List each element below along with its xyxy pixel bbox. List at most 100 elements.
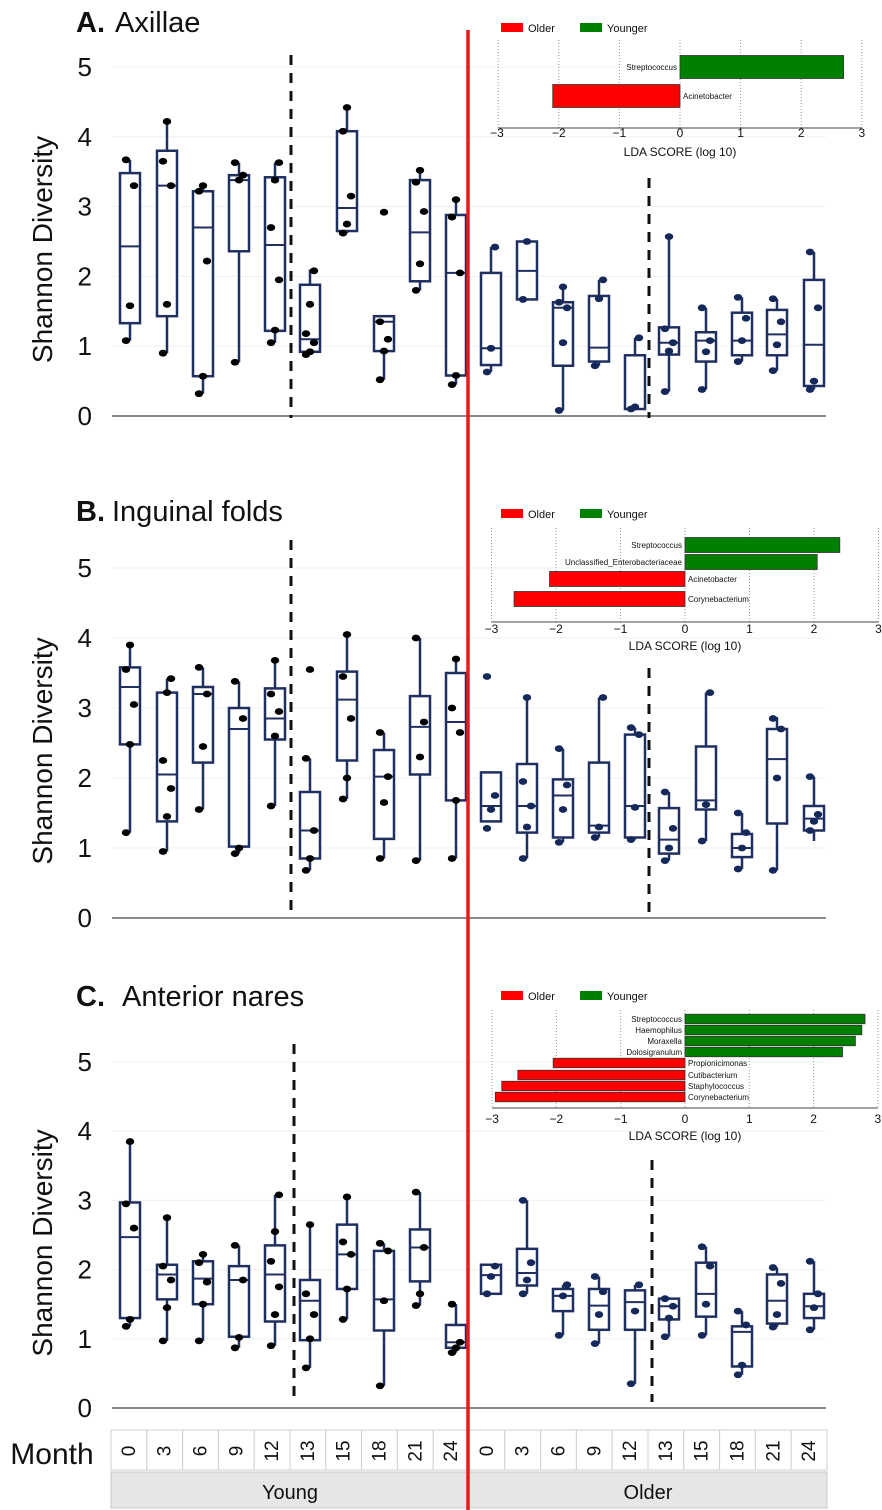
box-older-month-12 (623, 334, 647, 413)
month-cell (146, 1429, 184, 1471)
lda-tick-label: 2 (811, 622, 818, 636)
box-young-month-15 (335, 631, 359, 803)
month-cell (396, 1429, 434, 1471)
legend-swatch-older (501, 991, 523, 1000)
data-point (266, 690, 276, 698)
data-point (198, 1250, 208, 1258)
data-point (768, 367, 778, 375)
data-point (664, 1314, 674, 1322)
data-point (301, 867, 311, 874)
data-point (594, 295, 604, 303)
box-young-month-21 (408, 634, 432, 864)
y-tick-label: 1 (78, 1324, 92, 1354)
data-point (270, 1228, 280, 1235)
box-iqr (694, 745, 718, 811)
lda-bar-label: Corynebacterium (688, 1093, 749, 1102)
data-point (701, 801, 711, 808)
data-point (121, 1200, 131, 1208)
month-tick-label: 0 (477, 1446, 498, 1457)
data-point (238, 1276, 248, 1284)
box-older-month-0 (479, 673, 503, 832)
data-point (733, 809, 743, 817)
lda-bar (684, 1035, 856, 1047)
box-iqr (657, 806, 681, 855)
data-point (305, 300, 315, 308)
data-point (558, 1292, 568, 1300)
box-iqr (587, 761, 611, 834)
panel-3: 0 1 2 3 4 5 Shannon Diversity C. Anterior nares O… (27, 981, 882, 1423)
legend-swatch-older (501, 509, 523, 518)
data-point (668, 339, 678, 347)
box-older-month-9 (587, 694, 611, 841)
data-point (125, 1138, 135, 1145)
y-tick-label: 5 (78, 52, 92, 82)
data-point (121, 666, 131, 673)
month-tick-label: 13 (298, 1440, 319, 1461)
box-iqr (408, 1228, 432, 1283)
month-cell (325, 1429, 363, 1471)
data-point (660, 857, 670, 864)
data-point (411, 1188, 421, 1196)
box-older-month-21 (765, 295, 789, 375)
data-point (270, 657, 280, 664)
data-point (383, 1247, 393, 1255)
lda-tick-label: −2 (552, 126, 566, 140)
box-young-month-13 (298, 1221, 322, 1372)
data-point (554, 298, 564, 306)
box-young-month-3 (155, 118, 179, 357)
data-point (660, 1295, 670, 1303)
data-point (129, 1224, 139, 1232)
box-older-month-3 (515, 694, 539, 862)
data-point (305, 666, 315, 673)
data-point (158, 349, 168, 357)
data-point (558, 283, 568, 291)
lda-x-axis-label: LDA SCORE (log 10) (629, 639, 742, 653)
month-tick-label: 13 (656, 1440, 677, 1461)
data-point (198, 743, 208, 750)
data-point (522, 1276, 532, 1284)
data-point (668, 825, 678, 832)
lda-bar (684, 1013, 866, 1025)
data-point (664, 347, 674, 355)
data-point (482, 825, 492, 832)
data-point (375, 376, 385, 384)
data-point (305, 855, 315, 862)
data-point (630, 403, 640, 411)
data-point (379, 347, 389, 355)
lda-tick-label: −3 (490, 126, 504, 140)
data-point (162, 118, 172, 125)
box-iqr (335, 670, 359, 762)
data-point (198, 372, 208, 380)
data-point (660, 788, 670, 796)
data-point (301, 1290, 311, 1298)
data-point (490, 792, 500, 799)
box-iqr (479, 271, 503, 367)
box-young-month-9 (227, 1241, 251, 1352)
data-point (626, 1380, 636, 1388)
box-older-month-0 (479, 1262, 503, 1298)
data-point (266, 802, 276, 810)
data-point (447, 1300, 457, 1308)
data-point (805, 248, 815, 256)
data-point (162, 813, 172, 820)
data-point (526, 802, 536, 810)
lda-tick-label: −2 (549, 622, 563, 636)
data-point (737, 844, 747, 852)
month-cell (683, 1429, 721, 1471)
lda-bar-label: Propionicimonas (688, 1059, 747, 1068)
box-young-month-6 (191, 182, 215, 398)
data-point (309, 267, 319, 275)
month-cell (253, 1429, 291, 1471)
box-iqr (372, 1249, 396, 1332)
month-tick-label: 15 (334, 1440, 355, 1461)
y-axis-label: Shannon Diversity (27, 1129, 58, 1356)
box-young-month-18 (372, 729, 396, 862)
box-young-month-21 (408, 166, 432, 294)
data-point (737, 337, 747, 345)
box-iqr (118, 171, 142, 325)
month-cell (754, 1429, 792, 1471)
data-point (594, 1311, 604, 1318)
data-point (375, 1239, 385, 1247)
box-young-month-12 (263, 159, 287, 347)
box-iqr (118, 1201, 142, 1320)
